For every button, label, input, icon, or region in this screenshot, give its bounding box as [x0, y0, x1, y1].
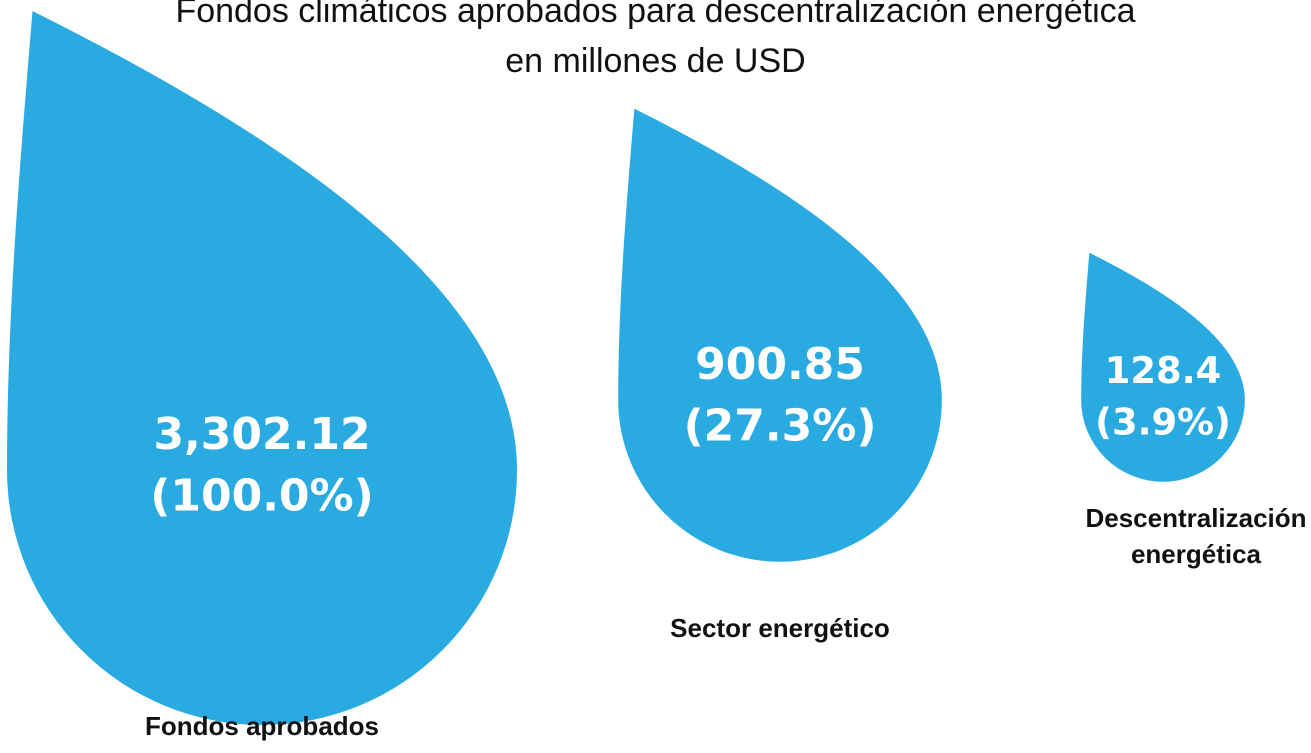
category-label: Fondos aprobados [145, 711, 379, 741]
share-label: (27.3%) [684, 401, 877, 452]
drop [7, 11, 517, 725]
category-label: Sector energético [670, 613, 890, 643]
value-label: 900.85 [695, 339, 865, 390]
value-label: 3,302.12 [153, 409, 370, 460]
chart-subtitle: en millones de USD [505, 42, 806, 80]
drop [618, 108, 942, 562]
category-label: Descentralización energética [1085, 503, 1307, 569]
drop [1081, 252, 1245, 482]
value-label: 128.4 [1105, 349, 1221, 392]
share-label: (100.0%) [150, 471, 373, 522]
chart-title: Fondos climáticos aprobados para descent… [175, 0, 1136, 30]
share-label: (3.9%) [1095, 400, 1231, 443]
